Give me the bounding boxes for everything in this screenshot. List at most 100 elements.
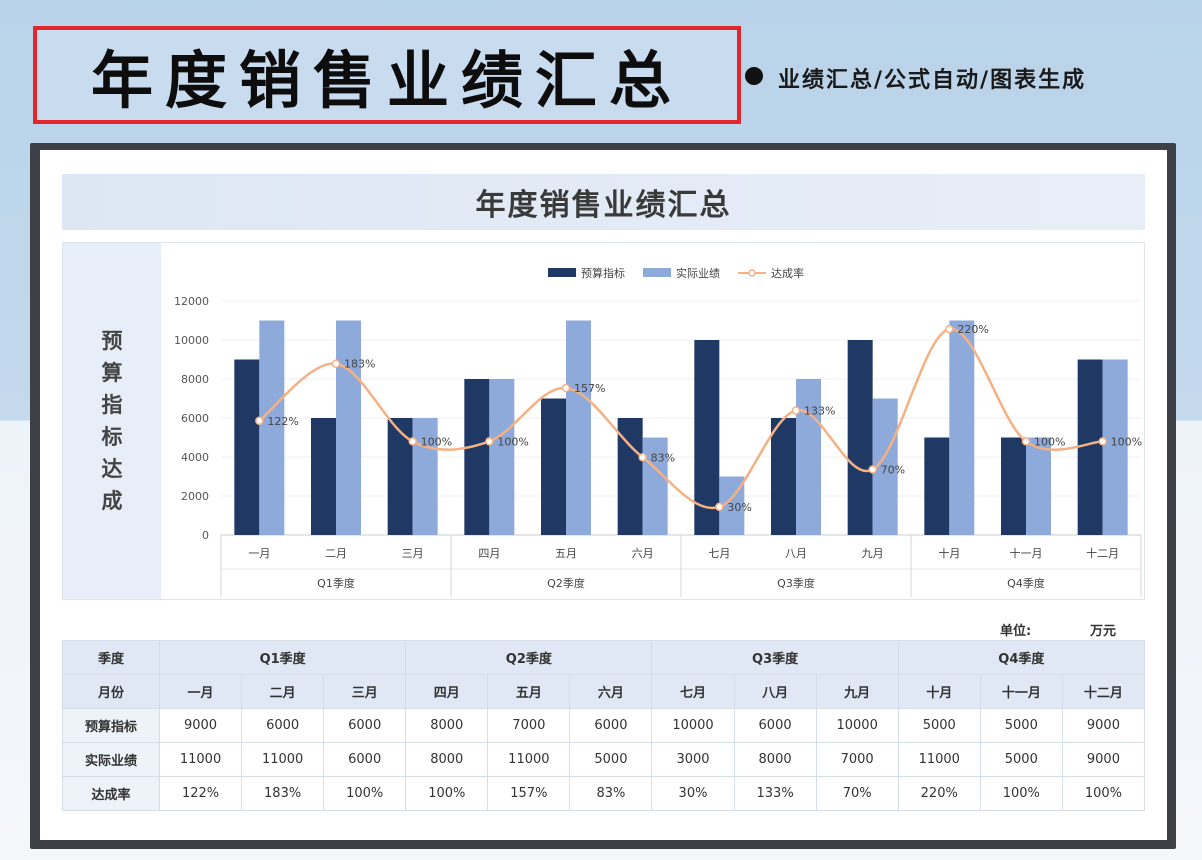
table-cell: 83% <box>569 776 653 811</box>
quarter-cell: Q2季度 <box>405 640 653 675</box>
table-row-months: 月份 一月 二月 三月 四月 五月 六月 七月 八月 九月 十月 十一月 十二月 <box>62 674 1146 709</box>
legend-marker-rate <box>748 269 756 277</box>
x-tick-label: 七月 <box>708 547 730 560</box>
y-tick-label: 0 <box>202 529 209 542</box>
combo-chart: 0 2000 4000 6000 8000 10000 12000 一月 二月 三月 四月 五月 六月 七… <box>174 266 1142 597</box>
actual-bar <box>796 379 821 535</box>
y-tick-label: 10000 <box>174 334 209 347</box>
table-row-rate: 达成率 122% 183% 100% 100% 157% 83% 30% 133… <box>62 776 1146 811</box>
side-label-char: 标 <box>101 425 123 449</box>
banner-subtitle: 业绩汇总/公式自动/图表生成 <box>778 68 1087 93</box>
group-label: Q3季度 <box>777 576 815 590</box>
table-cell: 7000 <box>815 742 899 777</box>
rate-label: 83% <box>651 451 675 464</box>
quarter-cell: Q4季度 <box>897 640 1146 675</box>
unit-value: 万元 <box>1090 624 1117 639</box>
chart-panel: 预 算 指 标 达 成 0 2000 4000 6000 8000 10000 12000 一… <box>62 242 1145 600</box>
month-cell: 三月 <box>323 674 407 709</box>
table-cell: 8000 <box>405 742 489 777</box>
card-title: 年度销售业绩汇总 <box>475 188 732 223</box>
budget-bar <box>387 418 413 535</box>
actual-bar <box>489 379 515 535</box>
card-header: 年度销售业绩汇总 <box>62 174 1145 230</box>
table-cell: 11000 <box>158 742 243 777</box>
budget-bar <box>311 418 336 535</box>
rate-label: 30% <box>727 501 751 514</box>
rate-point <box>255 416 264 426</box>
rate-point <box>1098 437 1107 446</box>
month-cell: 六月 <box>569 674 653 709</box>
group-label: Q2季度 <box>547 576 585 590</box>
legend-swatch-budget <box>548 268 576 277</box>
budget-bar <box>924 437 950 535</box>
rate-label: 100% <box>1111 435 1142 448</box>
data-table: 季度 Q1季度 Q2季度 Q3季度 Q4季度 月份 一月 二月 三月 四月 五月… <box>62 640 1146 811</box>
rate-label: 122% <box>267 415 298 428</box>
group-label: Q4季度 <box>1007 576 1045 590</box>
rate-point <box>561 383 571 393</box>
table-cell: 9000 <box>1061 742 1146 777</box>
x-tick-label: 三月 <box>402 547 424 560</box>
side-label: 预 算 指 标 达 成 <box>63 243 161 599</box>
quarter-cell: Q1季度 <box>158 640 407 675</box>
y-tick-label: 2000 <box>181 490 209 503</box>
table-cell: 157% <box>487 776 571 811</box>
month-cell: 十二月 <box>1061 674 1146 709</box>
row-label: 预算指标 <box>62 708 160 743</box>
rate-label: 157% <box>574 382 605 395</box>
month-cell: 五月 <box>487 674 571 709</box>
table-cell: 10000 <box>815 708 899 743</box>
rate-label: 100% <box>421 435 452 448</box>
x-tick-label: 二月 <box>325 547 347 560</box>
month-cell: 九月 <box>815 674 899 709</box>
budget-bar <box>847 340 873 535</box>
actual-bar <box>949 320 975 535</box>
legend-label: 实际业绩 <box>676 266 720 280</box>
x-tick-label: 五月 <box>555 547 577 560</box>
budget-bar <box>1001 437 1026 535</box>
month-cell: 十月 <box>897 674 981 709</box>
report-card: 年度销售业绩汇总 预 算 指 标 达 成 0 2000 4000 6000 8000 10… <box>40 150 1167 840</box>
table-cell: 11000 <box>897 742 981 777</box>
table-cell: 9000 <box>158 708 243 743</box>
y-tick-label: 6000 <box>181 412 209 425</box>
legend-label: 达成率 <box>771 266 804 280</box>
rate-point <box>1021 437 1031 446</box>
table-cell: 100% <box>405 776 489 811</box>
y-tick-label: 8000 <box>181 373 209 386</box>
table-cell: 6000 <box>241 708 325 743</box>
actual-bar <box>642 437 668 535</box>
table-cell: 5000 <box>569 742 653 777</box>
quarter-cell: Q3季度 <box>651 640 899 675</box>
table-cell: 9000 <box>1061 708 1146 743</box>
rate-point <box>868 465 877 474</box>
rate-point <box>638 453 647 462</box>
bullet-icon <box>745 67 763 85</box>
title-banner: 年度销售业绩汇总 <box>33 26 741 124</box>
month-cell: 八月 <box>733 674 817 709</box>
rate-label: 183% <box>344 358 375 371</box>
table-row-quarters: 季度 Q1季度 Q2季度 Q3季度 Q4季度 <box>62 640 1146 675</box>
table-cell: 11000 <box>241 742 325 777</box>
table-cell: 100% <box>323 776 407 811</box>
table-cell: 220% <box>897 776 981 811</box>
table-cell: 5000 <box>979 742 1063 777</box>
budget-bar <box>1077 359 1103 535</box>
table-cell: 8000 <box>405 708 489 743</box>
month-header: 月份 <box>62 674 160 709</box>
actual-bar <box>336 320 361 535</box>
table-cell: 11000 <box>487 742 571 777</box>
table-cell: 6000 <box>323 742 407 777</box>
x-tick-label: 十二月 <box>1086 546 1119 560</box>
budget-bar <box>464 379 490 535</box>
legend-label: 预算指标 <box>581 266 625 280</box>
x-tick-label: 一月 <box>248 547 270 560</box>
table-cell: 3000 <box>651 742 735 777</box>
x-tick-label: 九月 <box>862 547 884 560</box>
table-row-budget: 预算指标 9000 6000 6000 8000 7000 6000 10000… <box>62 708 1146 743</box>
rate-point <box>945 324 954 334</box>
x-tick-label: 十月 <box>938 546 960 560</box>
budget-bar <box>541 398 566 535</box>
actual-bar <box>259 320 285 535</box>
banner-title: 年度销售业绩汇总 <box>90 44 683 117</box>
